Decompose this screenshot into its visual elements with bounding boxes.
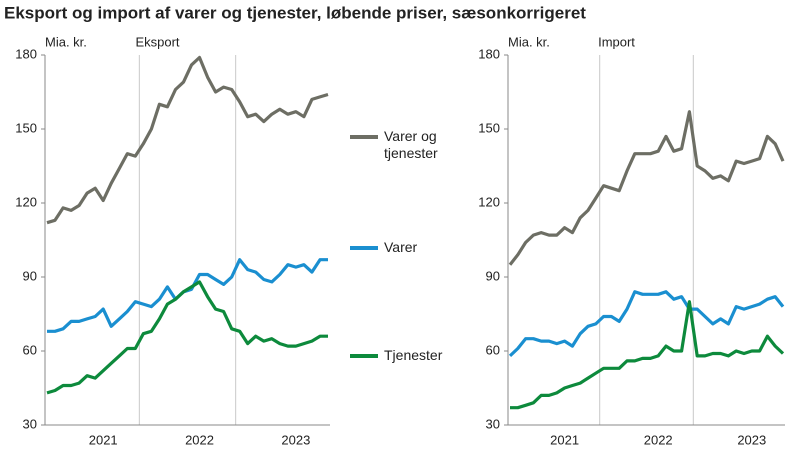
x-tick-label: 2021 bbox=[89, 432, 118, 447]
x-tick-label: 2023 bbox=[281, 432, 310, 447]
legend-swatch bbox=[350, 246, 378, 250]
data-line bbox=[47, 258, 328, 333]
legend-label: Tjenester bbox=[384, 347, 443, 363]
legend-label: Varer og tjenester bbox=[384, 128, 438, 161]
y-tick-label: 150 bbox=[478, 120, 500, 135]
y-tick-label: 30 bbox=[486, 416, 500, 431]
x-tick-label: 2021 bbox=[550, 432, 579, 447]
y-tick-label: 180 bbox=[478, 46, 500, 61]
y-tick-label: 90 bbox=[486, 268, 500, 283]
y-tick-label: 180 bbox=[15, 46, 37, 61]
legend-item: Tjenester bbox=[350, 347, 468, 364]
data-line bbox=[46, 280, 328, 395]
legend-label: Varer bbox=[384, 239, 418, 255]
legend-swatch bbox=[350, 135, 378, 139]
legend-swatch bbox=[350, 354, 378, 358]
y-tick-label: 120 bbox=[478, 194, 500, 209]
data-line bbox=[508, 110, 785, 266]
data-line bbox=[508, 290, 785, 358]
unit-label: Mia. kr. bbox=[508, 34, 550, 49]
panel-subtitle: Eksport bbox=[135, 34, 179, 49]
y-tick-label: 90 bbox=[23, 268, 37, 283]
x-tick-label: 2023 bbox=[737, 432, 766, 447]
x-tick-label: 2022 bbox=[644, 432, 673, 447]
chart-title: Eksport og import af varer og tjenester,… bbox=[4, 3, 586, 22]
x-tick-label: 2022 bbox=[185, 432, 214, 447]
y-tick-label: 120 bbox=[15, 194, 37, 209]
y-tick-label: 60 bbox=[486, 342, 500, 357]
panel-subtitle: Import bbox=[598, 34, 635, 49]
legend-item: Varer og tjenester bbox=[350, 128, 468, 162]
data-line bbox=[510, 300, 785, 410]
y-tick-label: 150 bbox=[15, 120, 37, 135]
unit-label: Mia. kr. bbox=[45, 34, 87, 49]
data-line bbox=[46, 55, 329, 225]
legend-item: Varer bbox=[350, 239, 468, 256]
y-tick-label: 30 bbox=[23, 416, 37, 431]
y-tick-label: 60 bbox=[23, 342, 37, 357]
